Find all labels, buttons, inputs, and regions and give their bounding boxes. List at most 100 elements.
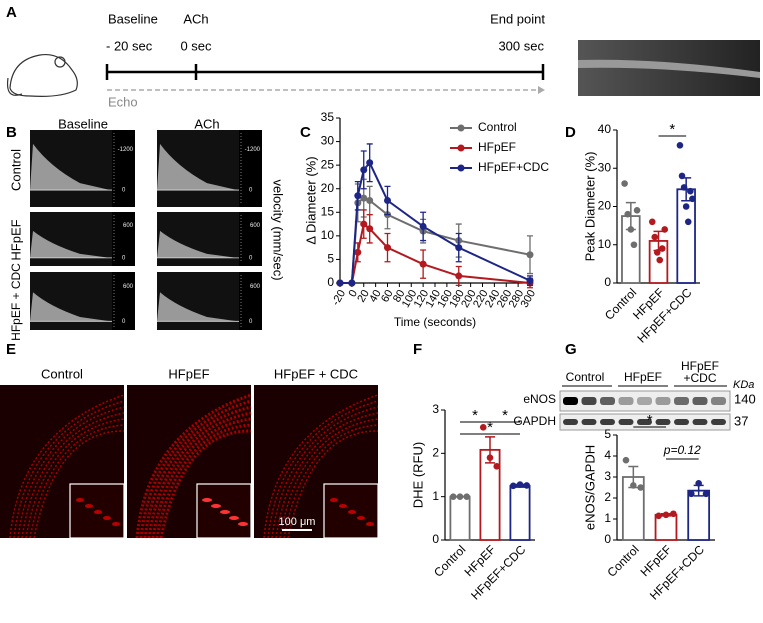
size-label: 37 (734, 413, 748, 428)
scale-label: 0 (122, 319, 126, 325)
point (360, 220, 368, 228)
x-axis-label: Time (seconds) (394, 315, 476, 329)
data-point (662, 511, 670, 519)
timeline-label: Baseline (108, 11, 158, 26)
band (581, 419, 597, 425)
data-point (678, 172, 686, 180)
tissue-band (139, 399, 252, 539)
y-tick-label: 25 (321, 157, 335, 171)
point (455, 244, 463, 252)
data-point (479, 424, 487, 431)
band (692, 419, 708, 425)
cell (220, 510, 230, 514)
y-tick-label: 20 (321, 181, 335, 195)
doppler-trace (30, 143, 110, 191)
data-point (680, 184, 688, 191)
data-point (658, 245, 666, 252)
y-axis-label: eNOS/GAPDH (582, 445, 597, 530)
point (526, 277, 534, 285)
bar (687, 489, 711, 541)
point (366, 225, 374, 233)
band (711, 397, 726, 405)
y-tick-label: 3 (432, 402, 439, 416)
data-point (670, 510, 677, 518)
significance-label: * (502, 407, 508, 424)
unit-label: KDa (733, 379, 754, 391)
data-point (523, 482, 531, 489)
row-label: HFpEF (8, 219, 23, 260)
tissue-band (271, 406, 379, 539)
scale-label: 0 (249, 319, 253, 325)
panel-label: A (6, 4, 17, 21)
data-point (627, 226, 635, 233)
point (354, 248, 362, 256)
y-tick-label: 1 (604, 511, 611, 525)
y-tick-label: 0 (432, 532, 439, 546)
band (563, 419, 578, 425)
band (674, 419, 689, 425)
band (711, 419, 726, 425)
cell (85, 504, 93, 508)
y-tick-label: 0 (327, 275, 334, 289)
panel-label: C (300, 124, 311, 141)
band (637, 397, 652, 405)
column-header: HFpEF + CDC (274, 366, 358, 381)
data-point (456, 493, 464, 500)
data-point (688, 490, 695, 498)
data-point (695, 480, 702, 487)
band (637, 419, 652, 425)
timeline-label: 0 sec (180, 38, 212, 53)
y-tick-label: 0 (604, 532, 611, 546)
data-point (651, 233, 659, 241)
y-tick-label: 5 (327, 252, 334, 266)
point (360, 166, 368, 174)
scale-label: 600 (250, 223, 261, 229)
data-point (687, 187, 694, 195)
y-tick-label: 3 (604, 469, 611, 483)
legend-marker (457, 124, 465, 132)
y-tick-label: 2 (604, 490, 611, 504)
blot-group: HFpEF (624, 370, 662, 384)
protein-label: eNOS (523, 392, 556, 406)
cell (330, 498, 338, 502)
column-header: Baseline (58, 116, 108, 131)
y-tick-label: 10 (598, 237, 612, 251)
scale-label: 600 (250, 284, 261, 290)
tissue-band (279, 418, 379, 539)
tissue-band (267, 400, 379, 539)
point (384, 197, 391, 204)
band (655, 397, 671, 405)
data-point (653, 249, 661, 256)
panel-label: D (565, 124, 576, 141)
blot-group: HFpEF (681, 359, 719, 373)
legend-label: Control (478, 120, 517, 134)
point (455, 272, 463, 280)
tissue-band (151, 417, 252, 539)
cell (211, 504, 221, 508)
scale-strip (239, 130, 262, 207)
tissue-band (287, 430, 379, 539)
point (366, 197, 374, 204)
doppler-trace (157, 292, 237, 322)
data-point (633, 207, 641, 214)
cell (238, 522, 248, 526)
x-tick-label: 0 (347, 288, 360, 299)
band (618, 419, 634, 425)
cell (112, 522, 120, 526)
scale-label: -1200 (245, 147, 261, 153)
data-point (676, 142, 684, 149)
cell (202, 498, 212, 502)
doppler-trace (30, 292, 110, 322)
significance-label: * (472, 407, 478, 424)
tissue-band (155, 423, 252, 539)
doppler-trace (30, 230, 110, 258)
significance-label: * (647, 412, 653, 429)
tissue-band (9, 394, 125, 539)
significance-label: * (669, 121, 675, 138)
data-point (630, 241, 638, 249)
cell (229, 516, 239, 520)
scale-bar-label: 100 μm (279, 516, 316, 528)
timeline-label: ACh (183, 11, 208, 26)
y-tick-label: 10 (321, 228, 335, 242)
